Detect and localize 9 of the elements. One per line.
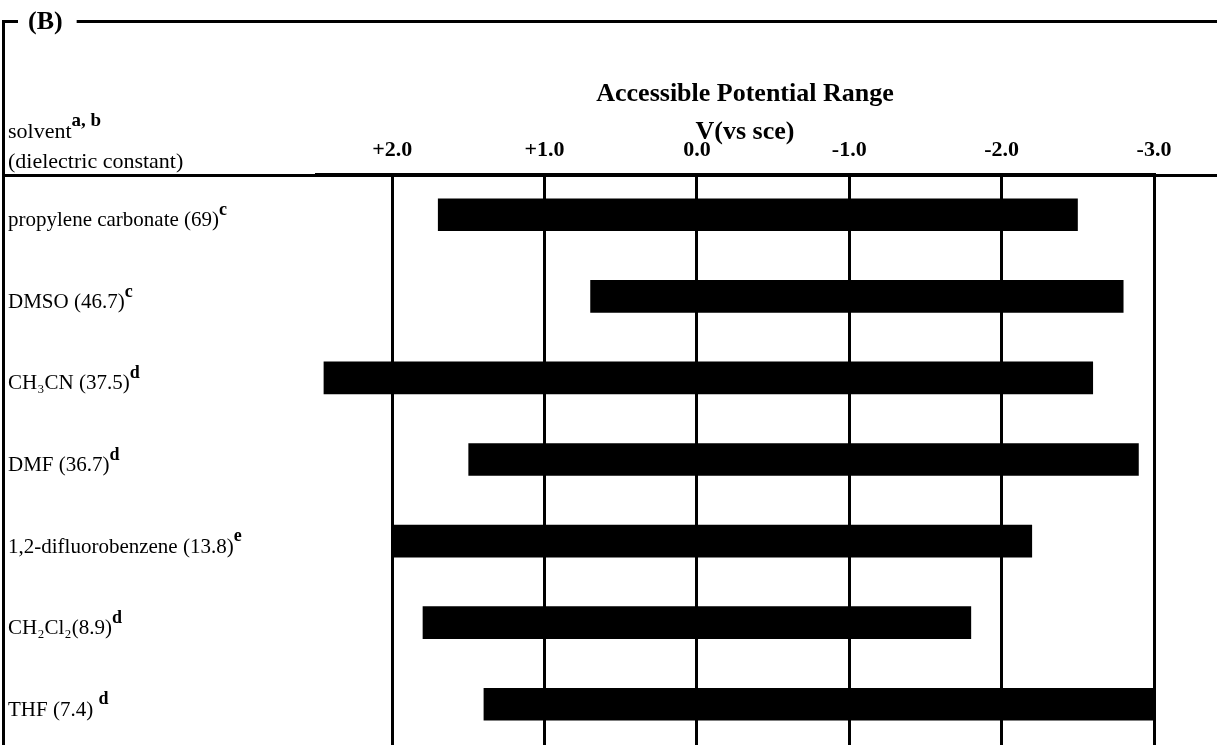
chart-title: Accessible Potential Range (596, 77, 894, 107)
x-tick-label: -1.0 (831, 136, 867, 162)
y-tick-label: THF (7.4) d (8, 688, 109, 721)
x-tick-label: -2.0 (984, 136, 1020, 162)
text: (B) (28, 5, 63, 35)
x-tick-label: -3.0 (1136, 136, 1172, 162)
x-axis-title: V(vs sce) (695, 115, 795, 145)
x-tick-label: +2.0 (372, 136, 413, 162)
x-tick-label: +1.0 (524, 136, 565, 162)
